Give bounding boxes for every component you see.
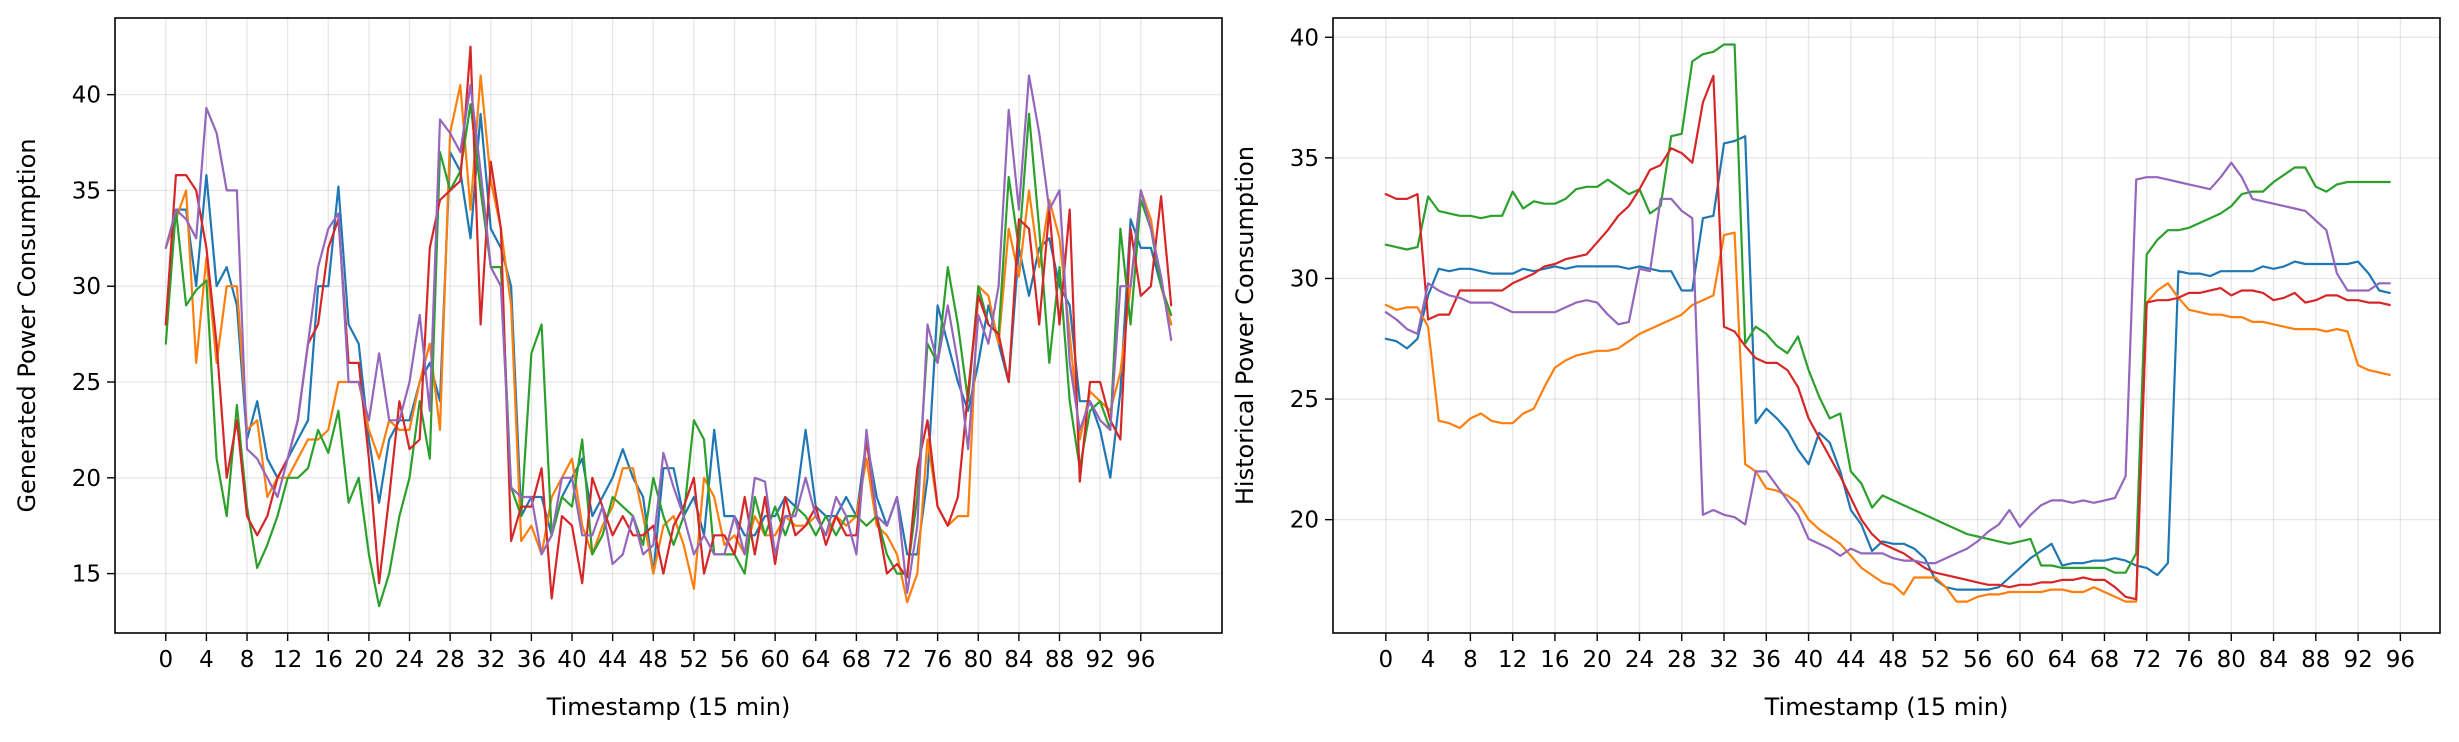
left-x-tick-label: 24 [395,647,424,673]
left-series-line-2 [164,74,1173,604]
right-x-tick-label: 36 [1752,647,1781,673]
right-x-tick-label: 40 [1794,647,1823,673]
left-x-tick-label: 92 [1085,647,1114,673]
right-x-tick-label: 96 [2386,647,2415,673]
right-x-tick-label: 60 [2005,647,2034,673]
right-x-tick-label: 88 [2301,647,2330,673]
right-series-line-3 [1384,43,2391,574]
left-series-line-3 [164,103,1173,608]
left-y-ticks: 15 20 25 30 35 40 [72,83,115,588]
right-y-ticks: 20 25 30 35 40 [1290,25,1333,534]
left-x-tick-label: 96 [1126,647,1155,673]
right-x-tick-label: 16 [1540,647,1569,673]
left-x-tick-label: 4 [199,647,214,673]
right-axes-frame [1332,17,2441,634]
right-grid [1333,18,2440,633]
right-x-tick-label: 12 [1498,647,1527,673]
left-x-tick-label: 0 [158,647,173,673]
left-x-axis-label: Timestamp (15 min) [546,693,791,721]
right-y-tick-label: 20 [1290,508,1319,534]
right-y-tick-label: 30 [1290,266,1319,292]
left-x-tick-label: 8 [240,647,255,673]
left-x-tick-label: 64 [801,647,830,673]
left-x-tick-label: 88 [1045,647,1074,673]
right-y-tick-label: 35 [1290,146,1319,172]
left-y-tick-label: 35 [72,178,101,204]
left-x-tick-label: 20 [354,647,383,673]
left-y-tick-label: 40 [72,83,101,109]
right-x-tick-label: 24 [1625,647,1654,673]
left-series-line-5 [164,74,1173,594]
left-x-tick-label: 56 [720,647,749,673]
left-x-tick-label: 36 [517,647,546,673]
left-x-ticks: 0 4 8 12 16 20 24 28 32 36 40 44 48 52 56 60 64 68 72 76 80 8… [158,633,1155,673]
right-y-tick-label: 25 [1290,387,1319,413]
left-x-tick-label: 12 [273,647,302,673]
left-series-group [164,45,1173,608]
left-x-tick-label: 80 [964,647,993,673]
left-x-tick-label: 28 [436,647,465,673]
right-x-tick-label: 52 [1921,647,1950,673]
right-y-tick-label: 40 [1290,25,1319,51]
right-x-tick-label: 64 [2048,647,2077,673]
left-y-tick-label: 20 [72,466,101,492]
right-series-line-5 [1384,161,2391,565]
left-x-tick-label: 32 [476,647,505,673]
left-y-tick-label: 15 [72,562,101,588]
left-series-line-4 [164,45,1173,600]
right-x-tick-label: 56 [1963,647,1992,673]
right-x-tick-label: 32 [1709,647,1738,673]
left-x-tick-label: 48 [639,647,668,673]
right-series-line-2 [1384,231,2391,603]
left-x-tick-label: 52 [679,647,708,673]
right-x-tick-label: 4 [1421,647,1436,673]
left-x-tick-label: 76 [923,647,952,673]
right-series-line-1 [1384,135,2391,591]
left-y-axis-label: Generated Power Consumption [13,138,41,512]
right-x-tick-label: 44 [1836,647,1865,673]
right-x-tick-label: 48 [1878,647,1907,673]
right-series-group [1384,43,2391,603]
right-x-tick-label: 92 [2343,647,2372,673]
right-x-tick-label: 8 [1463,647,1478,673]
left-x-tick-label: 16 [314,647,343,673]
right-x-tick-label: 76 [2174,647,2203,673]
right-x-axis-label: Timestamp (15 min) [1764,693,2009,721]
right-series-line-4 [1384,74,2391,601]
right-y-axis-label: Historical Power Consumption [1231,146,1259,505]
right-x-tick-label: 0 [1379,647,1394,673]
left-x-tick-label: 68 [842,647,871,673]
generated-consumption-panel: 0 4 8 12 16 20 24 28 32 36 40 44 48 52 56 60 64 68 72 76 80 8… [13,17,1223,721]
left-x-tick-label: 72 [882,647,911,673]
right-x-tick-label: 84 [2259,647,2288,673]
left-axes-frame [114,17,1223,634]
right-x-ticks: 0 4 8 12 16 20 24 28 32 36 40 44 48 52 56 60 64 68 72 76 80 8… [1379,633,2415,673]
right-x-tick-label: 20 [1583,647,1612,673]
left-y-tick-label: 30 [72,274,101,300]
right-x-tick-label: 72 [2132,647,2161,673]
historical-consumption-panel: 0 4 8 12 16 20 24 28 32 36 40 44 48 52 56 60 64 68 72 76 80 8… [1231,17,2441,721]
left-y-tick-label: 25 [72,370,101,396]
right-x-tick-label: 80 [2217,647,2246,673]
right-x-tick-label: 68 [2090,647,2119,673]
left-x-tick-label: 44 [598,647,627,673]
left-x-tick-label: 84 [1004,647,1033,673]
left-x-tick-label: 40 [557,647,586,673]
right-x-tick-label: 28 [1667,647,1696,673]
left-x-tick-label: 60 [760,647,789,673]
